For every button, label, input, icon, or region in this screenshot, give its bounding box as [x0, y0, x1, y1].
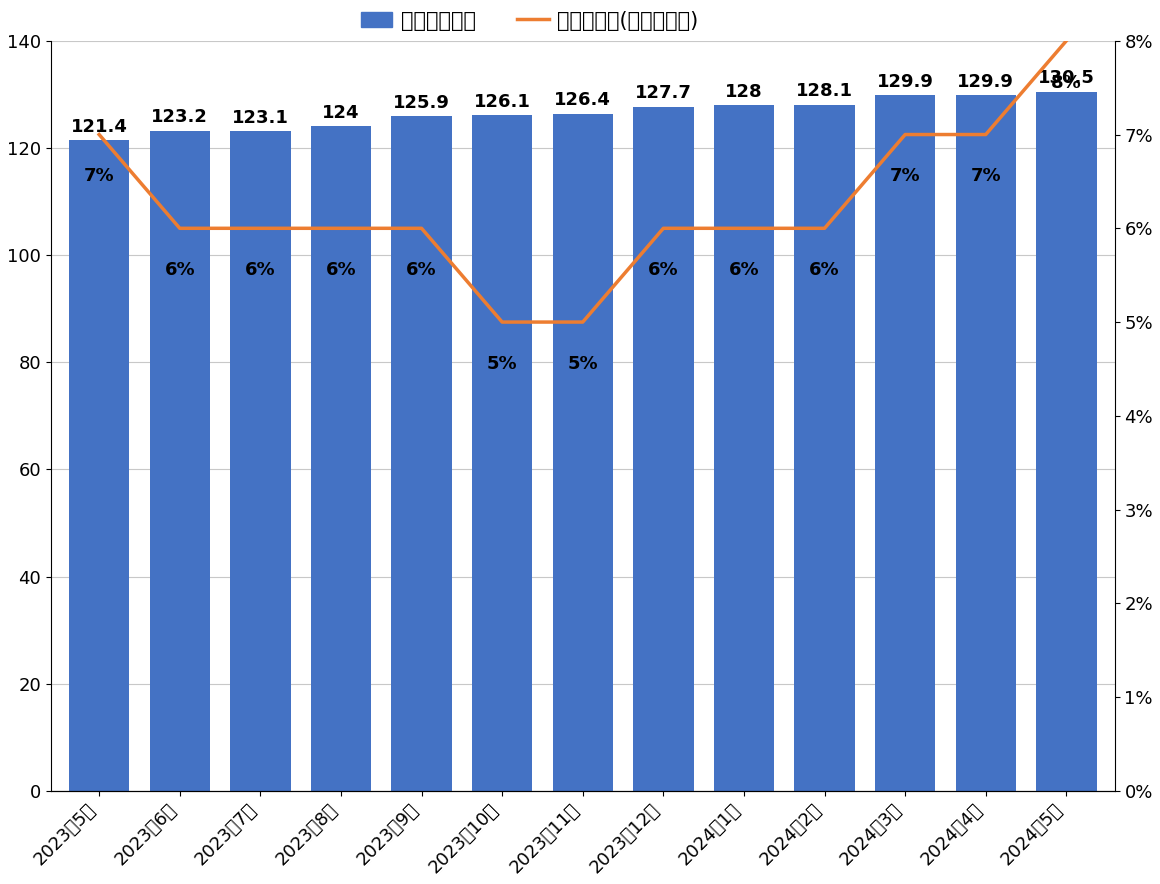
- Bar: [795, 104, 855, 791]
- Text: 128: 128: [725, 83, 763, 101]
- Text: 7%: 7%: [971, 167, 1001, 186]
- Text: 6%: 6%: [728, 261, 760, 279]
- Text: 6%: 6%: [326, 261, 356, 279]
- Bar: [713, 105, 774, 791]
- Text: 123.2: 123.2: [151, 109, 208, 126]
- Bar: [391, 117, 451, 791]
- Text: 6%: 6%: [810, 261, 840, 279]
- Bar: [230, 132, 290, 791]
- Text: 121.4: 121.4: [71, 118, 128, 136]
- Text: 8%: 8%: [1051, 73, 1082, 92]
- Text: 129.9: 129.9: [957, 72, 1014, 90]
- Bar: [956, 95, 1016, 791]
- Bar: [552, 114, 612, 791]
- Bar: [1036, 92, 1096, 791]
- Text: 6%: 6%: [648, 261, 679, 279]
- Text: 129.9: 129.9: [877, 72, 934, 90]
- Bar: [472, 115, 532, 791]
- Bar: [633, 107, 694, 791]
- Text: 130.5: 130.5: [1038, 69, 1095, 88]
- Bar: [68, 141, 130, 791]
- Text: 5%: 5%: [567, 354, 599, 373]
- Text: 125.9: 125.9: [393, 94, 450, 112]
- Text: 128.1: 128.1: [796, 82, 853, 100]
- Bar: [150, 131, 210, 791]
- Text: 6%: 6%: [406, 261, 437, 279]
- Text: 5%: 5%: [487, 354, 517, 373]
- Text: 126.4: 126.4: [554, 91, 611, 110]
- Text: 6%: 6%: [165, 261, 195, 279]
- Text: 127.7: 127.7: [635, 84, 691, 103]
- Legend: 工事原価指数, 前年同月比(右目盛＝％): 工事原価指数, 前年同月比(右目盛＝％): [353, 3, 706, 39]
- Bar: [311, 126, 371, 791]
- Text: 7%: 7%: [890, 167, 921, 186]
- Bar: [875, 95, 935, 791]
- Text: 6%: 6%: [245, 261, 276, 279]
- Text: 7%: 7%: [84, 167, 115, 186]
- Text: 124: 124: [322, 104, 360, 122]
- Text: 123.1: 123.1: [232, 109, 289, 127]
- Text: 126.1: 126.1: [473, 93, 530, 111]
